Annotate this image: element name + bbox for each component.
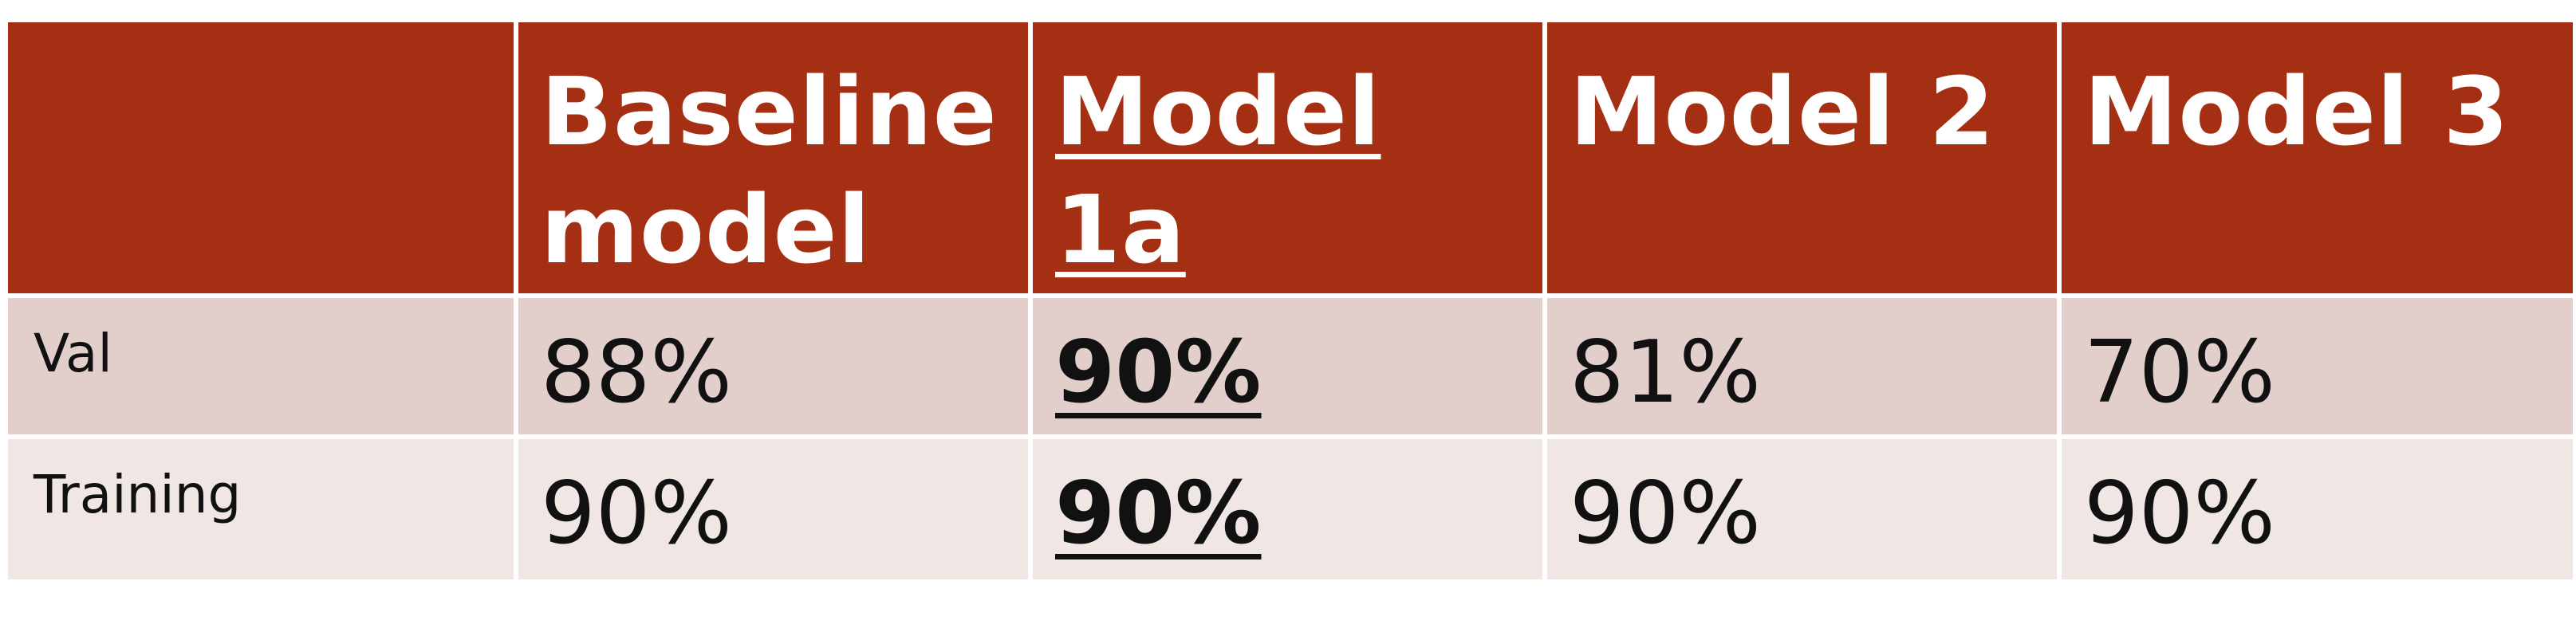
table-cell: 88% [514, 293, 1033, 439]
header-baseline-model: Baseline model [521, 25, 1026, 289]
header-row: Baseline model Model 1a Model 2 Model 3 [3, 18, 2576, 298]
header-model-2: Model 2 [1570, 57, 1995, 167]
header-cell-model-1a: Model 1a [1028, 18, 1547, 298]
table-cell: 81% [1542, 293, 2062, 439]
val-model-1a: 90% [1055, 323, 1262, 422]
table-cell: 90% [1028, 434, 1547, 584]
training-baseline: 90% [541, 464, 733, 563]
header-cell-empty [3, 18, 518, 298]
results-table: Baseline model Model 1a Model 2 Model 3 Va… [3, 18, 2576, 584]
header-cell-model-3: Model 3 [2057, 18, 2576, 298]
table-cell: 90% [1028, 293, 1547, 439]
header-model-3: Model 3 [2084, 57, 2510, 167]
training-model-3: 90% [2084, 464, 2276, 563]
table-cell: 90% [514, 434, 1033, 584]
header-baseline-line2: model [541, 175, 871, 285]
header-model-1a-line2: 1a [1055, 175, 1186, 285]
training-model-2: 90% [1570, 464, 1762, 563]
row-label-cell: Val [3, 293, 518, 439]
header-baseline-line1: Baseline [541, 57, 998, 167]
table-cell: 90% [2057, 434, 2576, 584]
val-baseline: 88% [541, 323, 733, 422]
header-cell-model-2: Model 2 [1542, 18, 2062, 298]
table-cell: 90% [1542, 434, 2062, 584]
header-model-1a: Model 1a [1035, 25, 1540, 289]
row-label-cell: Training [3, 434, 518, 584]
val-model-3: 70% [2084, 323, 2276, 422]
header-cell-baseline: Baseline model [514, 18, 1033, 298]
row-label-training: Training [33, 464, 242, 525]
header-model-1a-line1: Model [1055, 57, 1381, 167]
table-cell: 70% [2057, 293, 2576, 439]
row-label-val: Val [33, 323, 112, 384]
table-row-val: Val 88% 90% 81% 70% [3, 293, 2576, 439]
val-model-2: 81% [1570, 323, 1762, 422]
table-row-training: Training 90% 90% 90% 90% [3, 434, 2576, 584]
training-model-1a: 90% [1055, 464, 1262, 563]
